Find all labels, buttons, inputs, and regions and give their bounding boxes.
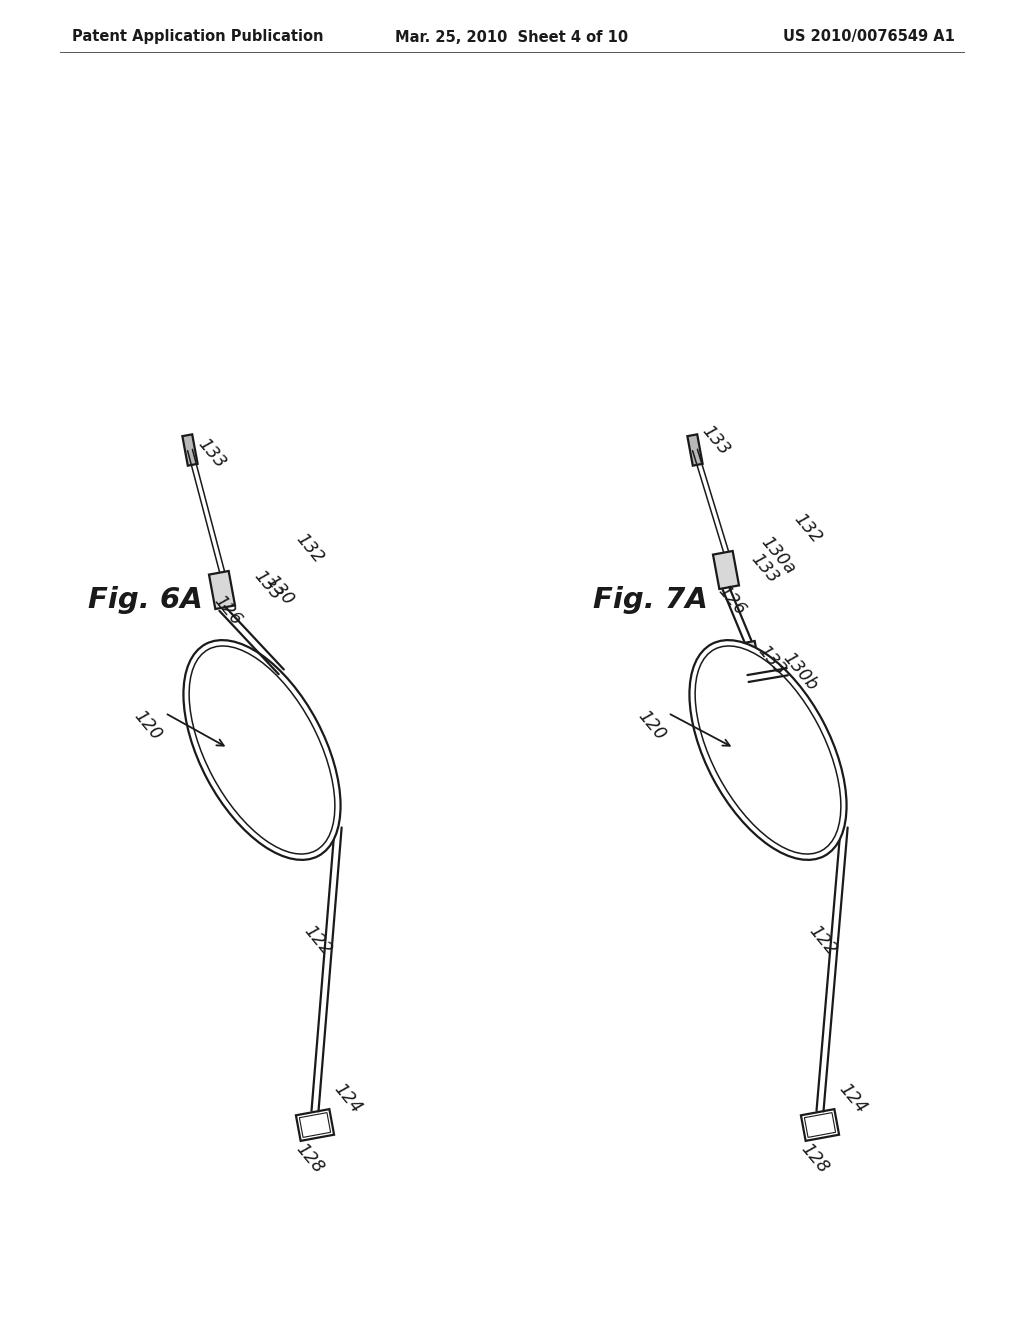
Text: 133: 133 [755,642,790,678]
Polygon shape [735,642,761,678]
Polygon shape [805,1113,836,1138]
Polygon shape [687,434,702,466]
Text: Fig. 6A: Fig. 6A [88,586,203,614]
Polygon shape [801,1109,839,1140]
Text: 126: 126 [211,591,246,628]
Text: 120: 120 [130,706,166,743]
Text: 132: 132 [293,529,328,566]
Text: 128: 128 [293,1139,328,1176]
Text: 132: 132 [791,510,825,546]
Text: 133: 133 [748,549,782,586]
Text: 133: 133 [698,421,733,458]
Text: 124: 124 [836,1080,870,1117]
Polygon shape [299,1113,331,1138]
Polygon shape [713,550,739,589]
Ellipse shape [689,640,847,859]
Text: 133: 133 [195,434,229,471]
Text: 124: 124 [331,1080,366,1117]
Text: Fig. 7A: Fig. 7A [593,586,708,614]
Text: 126: 126 [715,582,750,619]
Text: 122: 122 [300,921,336,958]
Text: 122: 122 [806,921,841,958]
Text: Patent Application Publication: Patent Application Publication [72,29,324,45]
Ellipse shape [189,645,335,854]
Text: 128: 128 [798,1139,833,1176]
Text: 120: 120 [635,706,670,743]
Text: 130: 130 [262,572,298,609]
Text: US 2010/0076549 A1: US 2010/0076549 A1 [783,29,955,45]
Polygon shape [296,1109,334,1140]
Polygon shape [209,572,234,609]
Ellipse shape [183,640,341,859]
Ellipse shape [695,645,841,854]
Text: 130b: 130b [779,649,821,694]
Polygon shape [182,434,198,466]
Text: Mar. 25, 2010  Sheet 4 of 10: Mar. 25, 2010 Sheet 4 of 10 [395,29,629,45]
Text: 133: 133 [251,566,286,603]
Text: 130a: 130a [757,532,799,577]
